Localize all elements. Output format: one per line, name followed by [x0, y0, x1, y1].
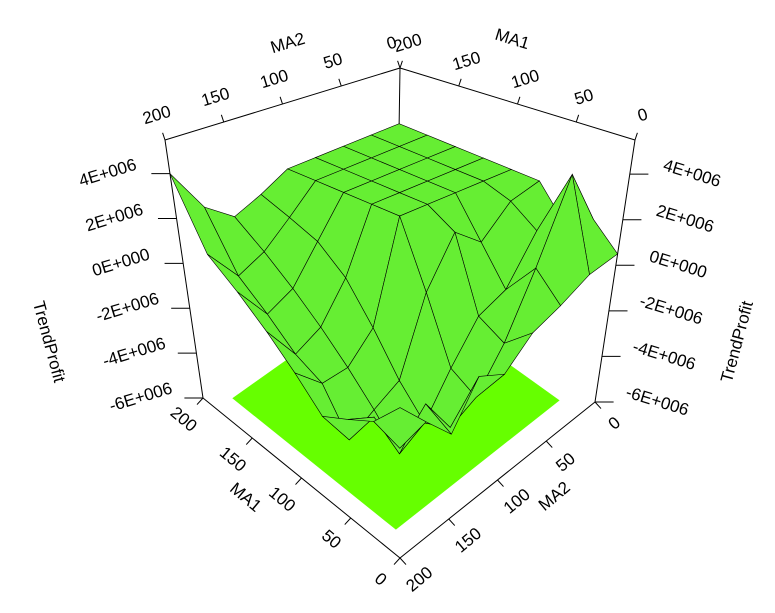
x-tick — [458, 78, 462, 87]
y-tick-label: 150 — [199, 84, 232, 110]
y-tick-label: 100 — [258, 66, 291, 92]
y-tick — [279, 96, 283, 105]
y-tick-label: 50 — [552, 449, 579, 476]
y-tick — [397, 60, 401, 69]
x-tick — [575, 114, 580, 123]
x-tick-label: 0 — [635, 105, 650, 126]
box-edge — [164, 139, 204, 399]
y-tick — [162, 132, 166, 141]
x-tick-label: 100 — [509, 66, 542, 92]
y-tick-label: 200 — [402, 563, 436, 596]
y-tick-label: 150 — [451, 524, 485, 557]
x-tick-label: 50 — [318, 526, 345, 553]
y-tick — [220, 114, 225, 123]
x-tick-label: 200 — [167, 403, 201, 436]
z-tick-label: -6E+006 — [624, 382, 691, 419]
z-tick-label: -4E+006 — [631, 337, 698, 374]
y-tick-label: 0 — [605, 413, 624, 434]
z-tick-label: 4E+006 — [77, 155, 139, 190]
z-tick-label: 4E+006 — [661, 155, 723, 190]
y-tick — [338, 78, 342, 87]
x-tick-label: 0 — [371, 569, 390, 590]
z-tick-label: -6E+006 — [107, 378, 174, 415]
x-tick — [517, 96, 521, 105]
axis-title: MA2 — [535, 478, 574, 515]
z-tick-label: -2E+006 — [94, 289, 161, 326]
z-tick-label: 2E+006 — [83, 200, 145, 235]
x-tick — [295, 477, 302, 485]
x-tick-label: 50 — [572, 85, 596, 109]
x-tick — [245, 437, 253, 445]
z-tick-label: 0E+000 — [647, 247, 709, 282]
y-tick-label: 100 — [500, 485, 534, 518]
x-tick — [393, 557, 401, 565]
x-tick-label: 100 — [265, 483, 299, 516]
y-tick — [497, 479, 504, 487]
x-tick — [634, 132, 638, 141]
x-tick — [399, 60, 403, 69]
surface-patch — [373, 407, 427, 449]
z-tick-label: 2E+006 — [654, 201, 716, 236]
x-tick-label: 150 — [450, 48, 483, 74]
y-tick — [594, 401, 602, 409]
y-tick-label: 200 — [140, 102, 173, 128]
axis-title: MA1 — [493, 25, 532, 53]
axis-title: MA2 — [268, 29, 307, 57]
y-tick — [399, 557, 407, 565]
y-tick — [448, 518, 456, 526]
y-tick-label: 50 — [321, 49, 345, 73]
axis-title: TrendProfit — [29, 299, 69, 385]
axis-title: MA1 — [226, 479, 265, 516]
axis-title: TrendProfit — [717, 299, 757, 385]
x-tick — [344, 517, 352, 525]
z-tick-label: -2E+006 — [637, 291, 704, 328]
z-tick-label: -4E+006 — [100, 334, 167, 371]
z-tick-label: 0E+000 — [90, 245, 152, 280]
x-tick-label: 150 — [216, 443, 250, 476]
x-tick — [196, 397, 204, 405]
box-edge — [594, 139, 636, 403]
y-tick — [545, 440, 553, 448]
